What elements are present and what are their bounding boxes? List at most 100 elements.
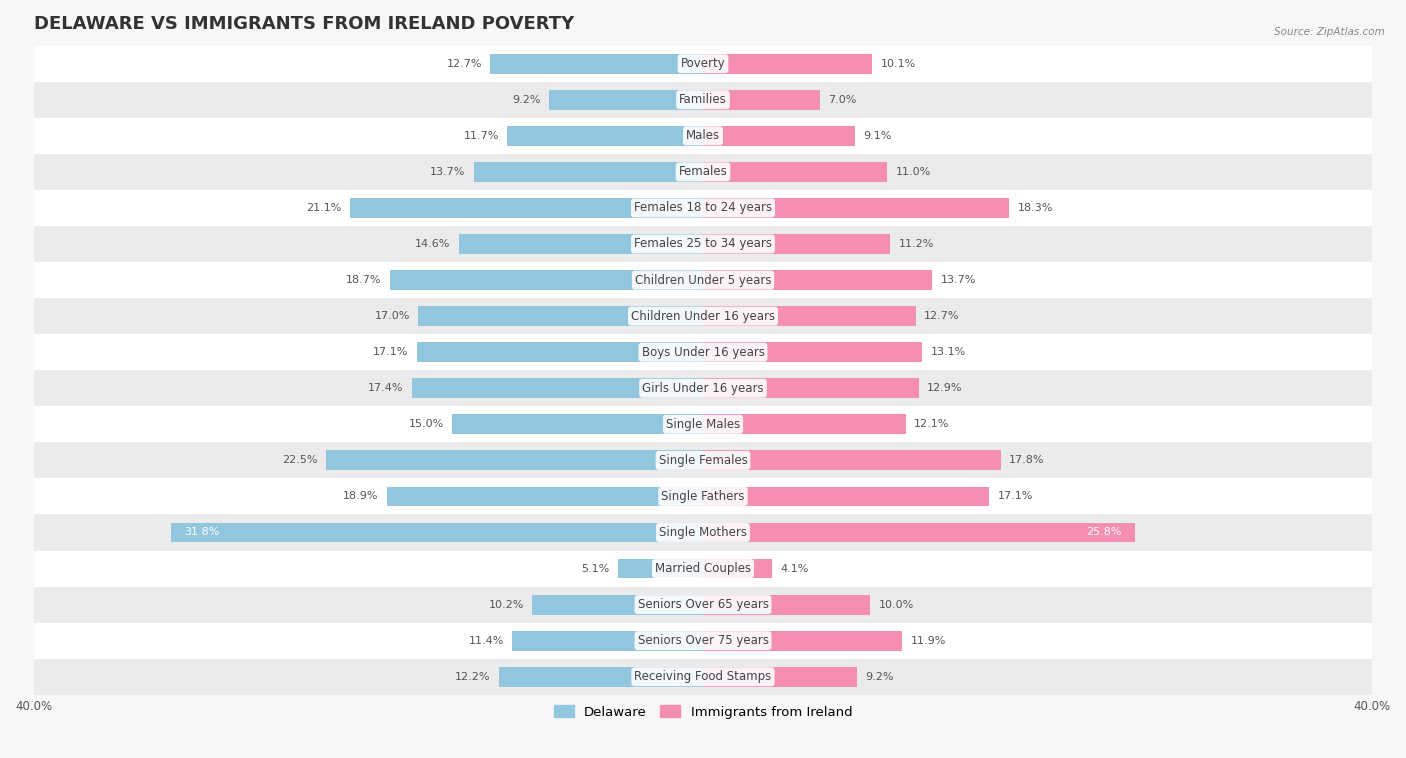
Bar <box>703 162 887 182</box>
Bar <box>326 450 703 470</box>
Bar <box>703 450 1001 470</box>
Bar <box>419 306 703 326</box>
Text: 17.1%: 17.1% <box>373 347 409 357</box>
Text: 25.8%: 25.8% <box>1085 528 1122 537</box>
Text: 9.2%: 9.2% <box>865 672 894 681</box>
Legend: Delaware, Immigrants from Ireland: Delaware, Immigrants from Ireland <box>548 700 858 724</box>
Bar <box>34 622 1372 659</box>
Text: 17.0%: 17.0% <box>375 311 411 321</box>
Bar <box>34 82 1372 117</box>
Bar <box>703 270 932 290</box>
Text: Married Couples: Married Couples <box>655 562 751 575</box>
Text: 22.5%: 22.5% <box>283 456 318 465</box>
Text: 10.0%: 10.0% <box>879 600 914 609</box>
Bar <box>703 522 1135 543</box>
Bar <box>34 334 1372 370</box>
Bar <box>617 559 703 578</box>
Text: 10.1%: 10.1% <box>880 58 915 69</box>
Text: 17.1%: 17.1% <box>997 491 1033 502</box>
Bar <box>34 587 1372 622</box>
Text: 12.9%: 12.9% <box>928 384 963 393</box>
Bar <box>34 550 1372 587</box>
Text: 18.7%: 18.7% <box>346 275 381 285</box>
Text: Single Fathers: Single Fathers <box>661 490 745 503</box>
Bar <box>34 154 1372 190</box>
Text: 7.0%: 7.0% <box>828 95 856 105</box>
Bar <box>548 90 703 110</box>
Text: Seniors Over 75 years: Seniors Over 75 years <box>637 634 769 647</box>
Bar <box>491 54 703 74</box>
Bar <box>703 343 922 362</box>
Bar <box>474 162 703 182</box>
Bar <box>34 45 1372 82</box>
Bar <box>34 370 1372 406</box>
Bar <box>703 487 990 506</box>
Text: Females: Females <box>679 165 727 178</box>
Text: Children Under 5 years: Children Under 5 years <box>634 274 772 287</box>
Bar <box>703 631 903 650</box>
Text: 13.1%: 13.1% <box>931 347 966 357</box>
Text: 11.2%: 11.2% <box>898 239 934 249</box>
Text: 4.1%: 4.1% <box>780 563 808 574</box>
Text: 11.4%: 11.4% <box>468 636 503 646</box>
Text: 12.1%: 12.1% <box>914 419 949 429</box>
Text: 11.9%: 11.9% <box>911 636 946 646</box>
Text: 12.2%: 12.2% <box>456 672 491 681</box>
Bar <box>34 515 1372 550</box>
Text: Females 18 to 24 years: Females 18 to 24 years <box>634 202 772 215</box>
Bar <box>34 659 1372 695</box>
Bar <box>416 343 703 362</box>
Text: Seniors Over 65 years: Seniors Over 65 years <box>637 598 769 611</box>
Bar <box>703 595 870 615</box>
Text: 18.3%: 18.3% <box>1018 203 1053 213</box>
Text: 18.9%: 18.9% <box>343 491 378 502</box>
Bar <box>508 126 703 146</box>
Text: 11.7%: 11.7% <box>464 131 499 141</box>
Text: 12.7%: 12.7% <box>924 311 959 321</box>
Bar <box>34 443 1372 478</box>
Bar <box>389 270 703 290</box>
Bar <box>34 117 1372 154</box>
Bar <box>451 415 703 434</box>
Text: 12.7%: 12.7% <box>447 58 482 69</box>
Bar <box>703 54 872 74</box>
Text: Children Under 16 years: Children Under 16 years <box>631 309 775 323</box>
Bar <box>703 90 820 110</box>
Text: Poverty: Poverty <box>681 57 725 70</box>
Bar <box>387 487 703 506</box>
Text: 31.8%: 31.8% <box>184 528 219 537</box>
Bar <box>703 126 855 146</box>
Text: Source: ZipAtlas.com: Source: ZipAtlas.com <box>1274 27 1385 36</box>
Text: DELAWARE VS IMMIGRANTS FROM IRELAND POVERTY: DELAWARE VS IMMIGRANTS FROM IRELAND POVE… <box>34 15 574 33</box>
Text: 14.6%: 14.6% <box>415 239 450 249</box>
Text: 17.8%: 17.8% <box>1010 456 1045 465</box>
Text: Males: Males <box>686 130 720 143</box>
Text: 10.2%: 10.2% <box>488 600 524 609</box>
Bar <box>34 190 1372 226</box>
Bar <box>703 234 890 254</box>
Bar <box>170 522 703 543</box>
Bar <box>34 406 1372 443</box>
Bar <box>533 595 703 615</box>
Text: 13.7%: 13.7% <box>941 275 976 285</box>
Text: Girls Under 16 years: Girls Under 16 years <box>643 382 763 395</box>
Bar <box>703 306 915 326</box>
Text: 15.0%: 15.0% <box>408 419 443 429</box>
Bar <box>34 262 1372 298</box>
Bar <box>512 631 703 650</box>
Text: 21.1%: 21.1% <box>307 203 342 213</box>
Text: 17.4%: 17.4% <box>368 384 404 393</box>
Bar <box>34 226 1372 262</box>
Bar <box>703 378 920 398</box>
Text: 11.0%: 11.0% <box>896 167 931 177</box>
Text: Receiving Food Stamps: Receiving Food Stamps <box>634 670 772 683</box>
Bar <box>703 415 905 434</box>
Bar <box>703 667 858 687</box>
Text: Single Females: Single Females <box>658 454 748 467</box>
Bar <box>34 298 1372 334</box>
Bar <box>703 559 772 578</box>
Text: 13.7%: 13.7% <box>430 167 465 177</box>
Text: 9.2%: 9.2% <box>512 95 541 105</box>
Text: Females 25 to 34 years: Females 25 to 34 years <box>634 237 772 250</box>
Bar <box>703 198 1010 218</box>
